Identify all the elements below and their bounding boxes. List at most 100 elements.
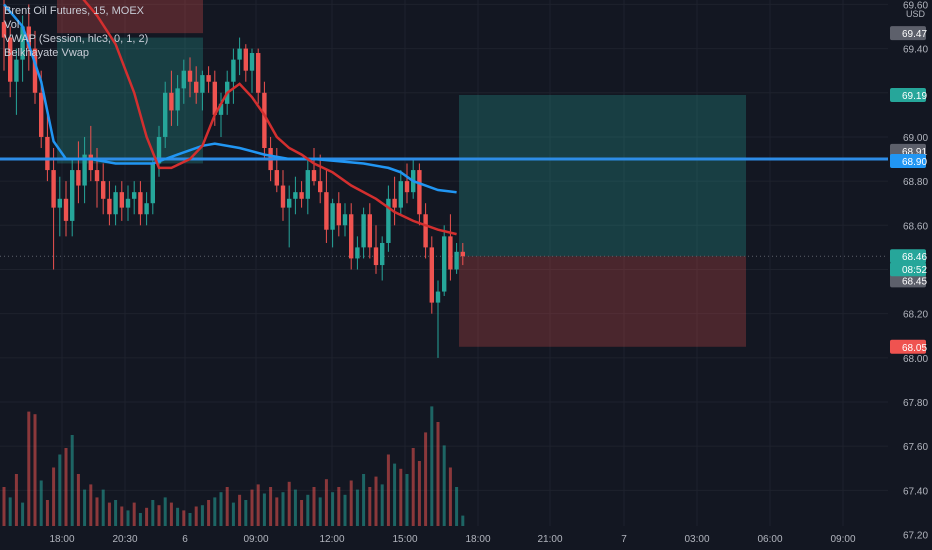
volume-bars — [2, 406, 465, 526]
volume-bar — [312, 487, 316, 526]
countdown-bg — [890, 262, 926, 277]
candle-body — [318, 181, 323, 193]
price-tick-label: 68.20 — [903, 310, 928, 321]
candle-body — [169, 92, 174, 111]
candle-body — [70, 170, 75, 221]
volume-bar — [231, 502, 235, 526]
candle-body — [113, 192, 118, 215]
price-axis[interactable]: 69.60 69.40 69.00 68.80 68.60 68.20 68.00 67.80… — [888, 0, 932, 550]
belkhayate-line — [82, 0, 457, 236]
volume-bar — [52, 467, 56, 526]
candle-body — [336, 203, 341, 226]
volume-bar — [138, 513, 142, 526]
price-label-bg — [890, 26, 926, 41]
candle-body — [138, 192, 143, 215]
volume-bar — [151, 500, 155, 526]
loss-zone-past — [57, 0, 203, 34]
candle-body — [101, 181, 106, 199]
volume-bar — [275, 497, 279, 526]
volume-bar — [45, 500, 49, 526]
volume-bar — [27, 411, 31, 526]
volume-bar — [188, 513, 192, 526]
candle-body — [274, 170, 279, 186]
candlesticks — [1, 0, 465, 358]
candle-body — [454, 251, 459, 270]
time-tick-label: 09:00 — [243, 534, 268, 545]
time-tick-label: 03:00 — [684, 534, 709, 545]
candle-body — [14, 59, 19, 82]
price-label-bg — [890, 87, 926, 102]
price-label: 69.47 — [902, 29, 927, 40]
time-tick-label: 21:00 — [537, 534, 562, 545]
candle-body — [125, 198, 131, 208]
price-tick-label: 67.80 — [903, 398, 928, 409]
price-tick-label: 67.20 — [903, 531, 928, 542]
legend-symbol[interactable]: Brent Oil Futures, 15, MOEX — [4, 5, 144, 17]
volume-bar — [368, 487, 372, 526]
time-axis-bg — [0, 526, 888, 550]
candle-body — [237, 48, 242, 60]
candle-body — [404, 181, 410, 193]
volume-bar — [163, 497, 167, 526]
volume-bar — [430, 406, 434, 526]
volume-bar — [355, 489, 359, 526]
candle-body — [460, 251, 465, 257]
volume-bar — [58, 454, 62, 526]
time-tick-label: 12:00 — [319, 534, 344, 545]
volume-bar — [145, 507, 149, 526]
legend-belkhayate[interactable]: Belkhayate Vwap — [4, 47, 89, 59]
candle-body — [94, 170, 100, 182]
time-tick-label: 6 — [182, 534, 188, 545]
volume-bar — [411, 448, 415, 526]
candle-body — [82, 154, 87, 186]
candle-body — [51, 170, 56, 208]
candle-body — [256, 53, 261, 93]
candle-body — [311, 170, 317, 182]
volume-bar — [157, 505, 161, 526]
indicator-lines — [0, 0, 888, 236]
candle-body — [330, 203, 335, 230]
candle-body — [39, 92, 44, 137]
candle-body — [218, 103, 224, 115]
volume-bar — [417, 461, 421, 526]
candle-body — [398, 181, 403, 208]
candle-body — [187, 70, 193, 82]
volume-bar — [83, 489, 87, 526]
price-tick-label: 67.60 — [903, 442, 928, 453]
volume-bar — [424, 432, 428, 526]
candle-body — [324, 192, 329, 230]
price-label: 68.45 — [902, 276, 927, 287]
volume-bar — [14, 474, 18, 526]
volume-bar — [120, 506, 124, 526]
candle-body — [163, 92, 168, 137]
candle-body — [8, 37, 13, 82]
volume-bar — [238, 494, 242, 526]
legend-volume[interactable]: Vol — [4, 19, 20, 31]
volume-bar — [287, 481, 291, 526]
legend-vwap[interactable]: VWAP (Session, hlc3, 0, 1, 2) — [4, 33, 149, 45]
candle-body — [299, 192, 304, 199]
volume-bar — [448, 467, 452, 526]
volume-bar — [461, 515, 465, 526]
candle-body — [32, 48, 38, 93]
candle-body — [435, 291, 441, 303]
candle-body — [88, 154, 93, 171]
candle-body — [156, 136, 162, 164]
volume-bar — [337, 487, 341, 526]
currency-label: USD — [906, 9, 926, 19]
candle-body — [361, 214, 366, 248]
candle-body — [76, 170, 81, 186]
volume-bar — [380, 484, 384, 526]
vwap-line — [3, 3, 457, 194]
volume-bar — [455, 487, 459, 526]
volume-bar — [39, 480, 43, 526]
time-tick-label: 7 — [621, 534, 627, 545]
time-axis[interactable]: 18:00 20:30 6 09:00 12:00 15:00 18:00 21:00 7 03:… — [0, 526, 888, 550]
time-tick-label: 15:00 — [392, 534, 417, 545]
candle-body — [417, 170, 422, 215]
volume-bar — [386, 454, 390, 526]
volume-bar — [132, 502, 136, 526]
candle-body — [392, 198, 397, 208]
price-label: 68.90 — [902, 157, 927, 168]
